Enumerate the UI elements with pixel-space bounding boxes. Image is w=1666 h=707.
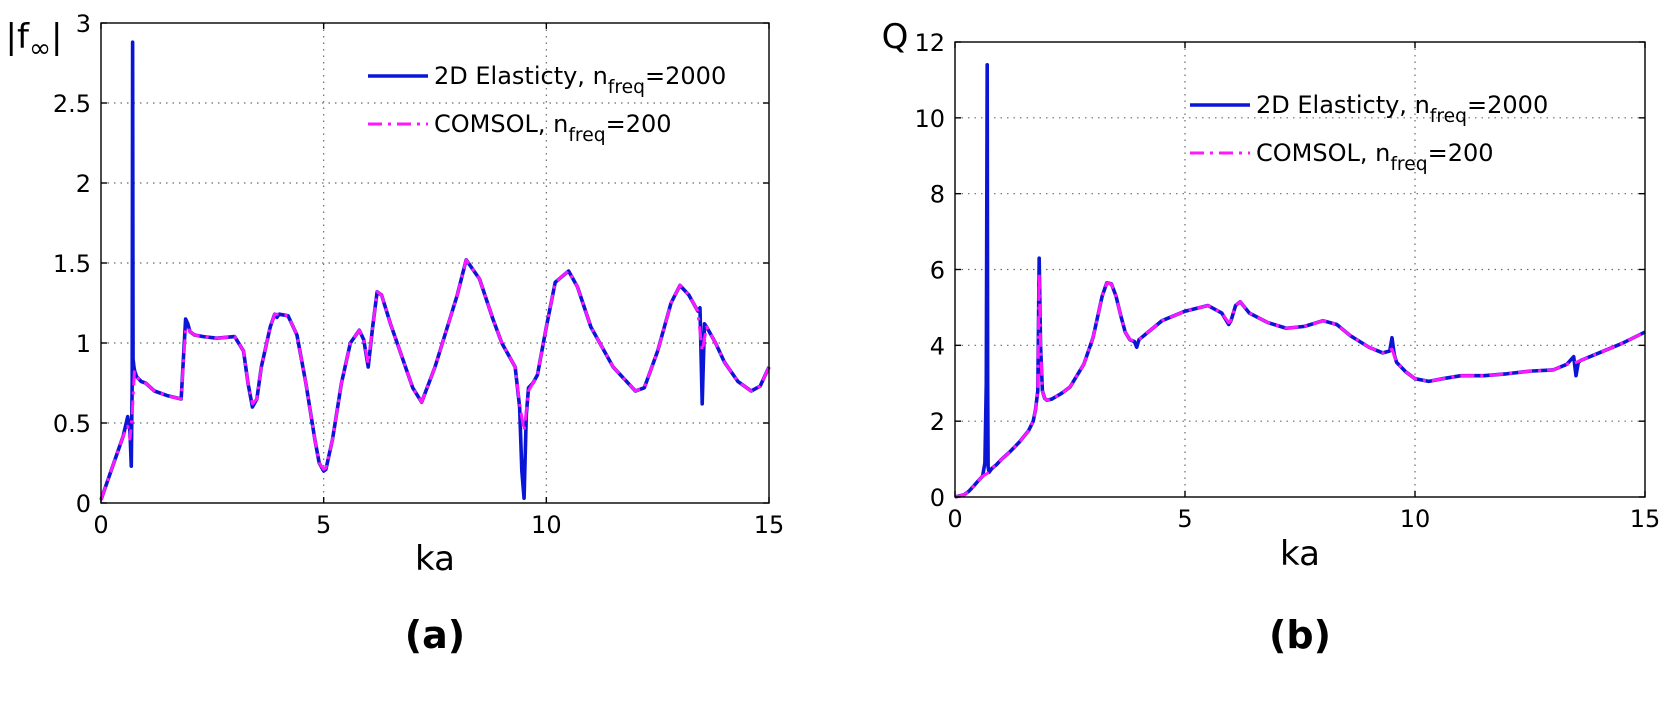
y-tick-label: 0	[930, 484, 945, 512]
chart-panel-a: 0 5 10 15 0 0.5 1 1.5 2 2.5 3 ka |f∞| 2D Elasticty, n…	[6, 10, 785, 657]
x-tick-label: 0	[93, 511, 108, 539]
series-line-elasticity	[954, 62, 1646, 499]
legend-entry-elasticity-sub: freq	[608, 77, 645, 98]
legend-entry-elasticity-base: 2D Elasticty, n	[434, 62, 608, 90]
panel-caption: (b)	[1269, 613, 1331, 657]
x-tick-label: 15	[1630, 505, 1661, 533]
legend-entry-elasticity-end: =2000	[1467, 91, 1548, 119]
y-tick-label: 4	[930, 332, 945, 360]
legend-entry-elasticity-end: =2000	[645, 62, 726, 90]
legend-entry-elasticity-base: 2D Elasticty, n	[1256, 91, 1430, 119]
y-tick-label: 10	[914, 105, 945, 133]
legend-entry-comsol: COMSOL, nfreq=200	[434, 110, 672, 146]
y-tick-label: 0.5	[53, 410, 91, 438]
x-tick-label: 0	[947, 505, 962, 533]
x-tick-label: 10	[1400, 505, 1431, 533]
x-tick-label: 10	[531, 511, 562, 539]
y-axis-label-sub: ∞	[29, 33, 51, 64]
legend-entry-comsol: COMSOL, nfreq=200	[1256, 139, 1494, 175]
y-tick-label: 8	[930, 181, 945, 209]
y-tick-label: 2	[930, 408, 945, 436]
series-line-comsol	[954, 271, 1646, 499]
x-tick-label: 5	[1177, 505, 1192, 533]
y-axis-label-end: |	[51, 17, 62, 57]
y-tick-label: 1.5	[53, 250, 91, 278]
y-axis-label-base: Q	[882, 17, 909, 57]
y-axis-label: |f∞|	[6, 17, 63, 64]
y-axis-label-base: |f	[6, 17, 30, 57]
legend-entry-comsol-end: =200	[1428, 139, 1494, 167]
x-tick-label: 5	[316, 511, 331, 539]
y-tick-label: 0	[76, 490, 91, 518]
axes-frame	[100, 22, 770, 504]
panel-caption: (a)	[405, 613, 465, 657]
legend-entry-comsol-end: =200	[606, 110, 672, 138]
legend-entry-elasticity-sub: freq	[1430, 106, 1467, 127]
y-tick-label: 12	[914, 29, 945, 57]
y-axis-label: Q	[882, 17, 909, 57]
y-tick-label: 3	[76, 10, 91, 38]
legend-entry-comsol-sub: freq	[568, 125, 605, 146]
y-tick-label: 1	[76, 330, 91, 358]
x-tick-label: 15	[754, 511, 785, 539]
x-axis-label: ka	[1280, 534, 1320, 574]
legend-entry-comsol-base: COMSOL, n	[1256, 139, 1390, 167]
legend-entry-elasticity: 2D Elasticty, nfreq=2000	[1256, 91, 1548, 127]
legend-entry-comsol-sub: freq	[1390, 154, 1427, 175]
y-tick-label: 6	[930, 257, 945, 285]
y-tick-label: 2	[76, 170, 91, 198]
series-line-comsol	[99, 258, 771, 501]
legend-entry-elasticity: 2D Elasticty, nfreq=2000	[434, 62, 726, 98]
legend-entry-comsol-base: COMSOL, n	[434, 110, 568, 138]
x-axis-label: ka	[415, 539, 455, 579]
y-tick-label: 2.5	[53, 90, 91, 118]
